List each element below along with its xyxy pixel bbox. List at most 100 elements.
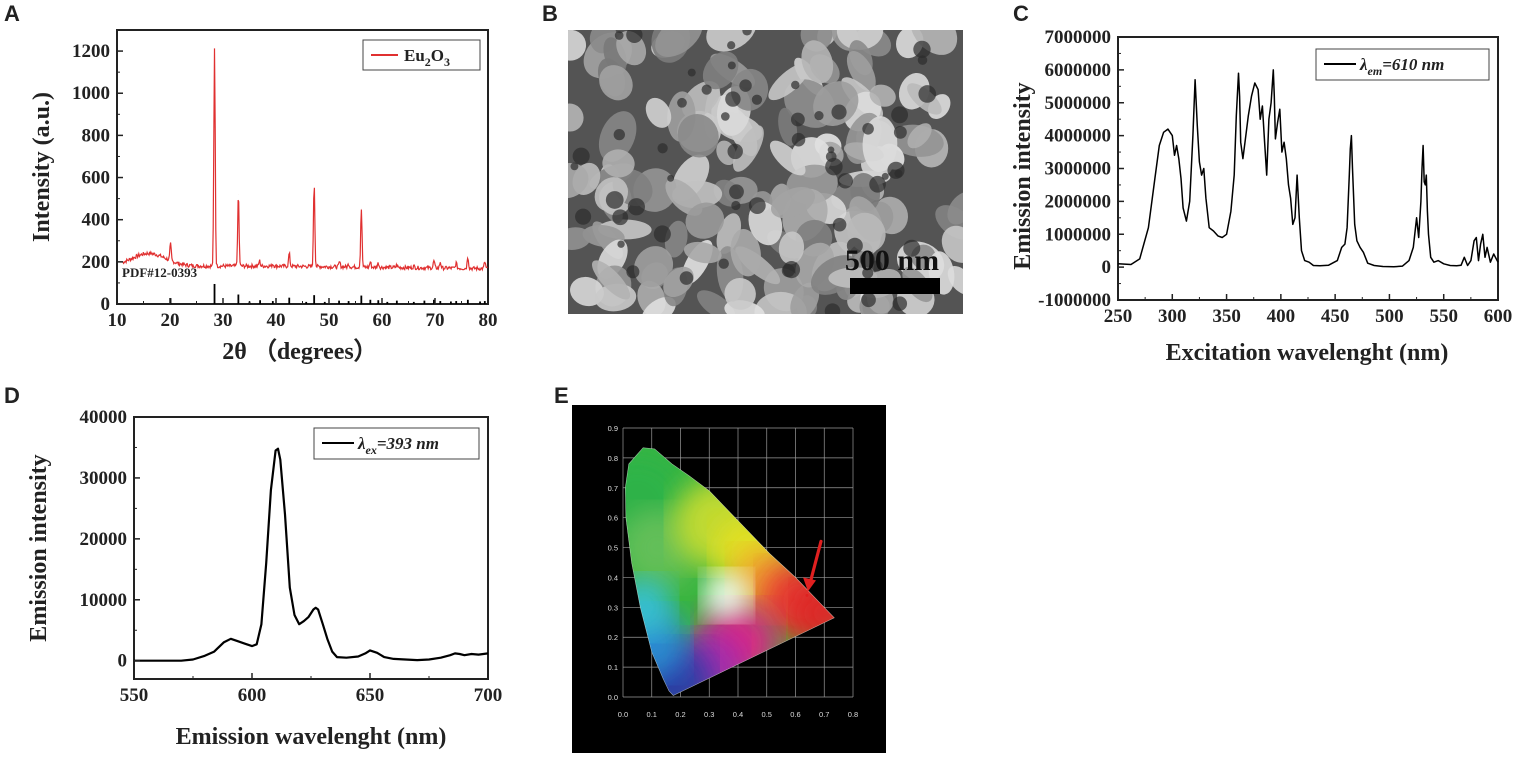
sem-pore	[862, 123, 874, 135]
sem-pore	[729, 184, 744, 199]
cie-x-tick-label: 0.1	[647, 710, 657, 719]
sem-pore	[721, 112, 730, 121]
xrd-x-tick-label: 30	[214, 310, 233, 331]
sem-pore	[891, 106, 908, 123]
excitation-y-tick-label: 5000000	[1045, 93, 1112, 114]
sem-pore	[617, 240, 624, 247]
sem-pore	[838, 173, 853, 188]
panel-label-e: E	[554, 383, 569, 408]
sem-pore	[749, 197, 766, 214]
sem-pore	[725, 91, 740, 106]
excitation-y-tick-label: 4000000	[1045, 126, 1112, 147]
emission-y-tick-label: 30000	[80, 468, 128, 489]
xrd-reference-label: PDF#12-0393	[122, 265, 198, 280]
xrd-x-tick-label: 40	[267, 310, 286, 331]
emission-y-axis-label: Emission intensity	[26, 454, 52, 641]
xrd-y-axis-label: Intensity (a.u.)	[29, 92, 55, 242]
sem-pore	[573, 148, 590, 165]
cie-x-tick-label: 0.5	[762, 710, 772, 719]
cie-marker-point	[806, 594, 809, 597]
xrd-y-tick-label: 400	[82, 210, 111, 231]
xrd-x-tick-label: 60	[373, 310, 392, 331]
emission-x-tick-label: 700	[474, 685, 503, 706]
sem-pore	[612, 209, 628, 225]
sem-pore	[688, 69, 696, 77]
xrd-x-axis-label: 2θ （degrees）	[222, 338, 377, 365]
emission-y-tick-label: 20000	[80, 529, 128, 550]
xrd-y-tick-label: 800	[82, 125, 111, 146]
emission-y-tick-label: 40000	[80, 407, 128, 428]
sem-pore	[680, 271, 694, 285]
sem-pore	[913, 41, 930, 58]
sem-pore	[606, 191, 624, 209]
cie-x-tick-label: 0.4	[733, 710, 743, 719]
excitation-y-tick-label: 6000000	[1045, 60, 1112, 81]
sem-pore	[791, 113, 805, 127]
sem-image: 500 nm	[543, 0, 984, 333]
xrd-x-tick-label: 20	[161, 310, 180, 331]
xrd-plot-frame	[117, 30, 488, 304]
emission-spectrum-line	[134, 449, 488, 661]
panel-label-a: A	[4, 1, 20, 26]
cie-y-tick-label: 0.4	[608, 573, 618, 582]
cie-y-tick-label: 0.5	[608, 544, 618, 553]
excitation-y-tick-label: 1000000	[1045, 224, 1112, 245]
xrd-x-tick-label: 50	[320, 310, 339, 331]
cie-color-region	[703, 571, 751, 619]
sem-pore	[833, 218, 847, 232]
sem-pore	[831, 104, 846, 119]
excitation-y-tick-label: 3000000	[1045, 159, 1112, 180]
sem-pore	[575, 209, 591, 225]
sem-pore	[918, 85, 936, 103]
emission-legend: λex=393 nm	[314, 428, 479, 459]
excitation-x-tick-label: 500	[1375, 306, 1404, 327]
sem-pore	[727, 41, 735, 49]
sem-pore	[752, 95, 762, 105]
xrd-y-tick-label: 1200	[72, 41, 110, 62]
xrd-y-tick-label: 600	[82, 168, 111, 189]
excitation-y-tick-label: 0	[1102, 257, 1112, 278]
excitation-x-tick-label: 400	[1267, 306, 1296, 327]
sem-pore	[677, 98, 687, 108]
excitation-y-tick-label: -1000000	[1038, 290, 1111, 311]
cie-x-tick-label: 0.8	[848, 710, 858, 719]
cie-x-tick-label: 0.2	[675, 710, 685, 719]
xrd-x-tick-label: 70	[426, 310, 445, 331]
sem-pore	[814, 111, 823, 120]
sem-pore	[783, 261, 800, 278]
panel-label-c: C	[1013, 1, 1029, 26]
cie-y-tick-label: 0.7	[608, 484, 618, 493]
excitation-x-tick-label: 600	[1484, 306, 1513, 327]
sem-pore	[894, 170, 902, 178]
cie-y-tick-label: 0.2	[608, 633, 618, 642]
sem-pore	[626, 265, 639, 278]
excitation-y-axis-label: Emission intensity	[1010, 82, 1036, 269]
sem-pore	[614, 129, 625, 140]
sem-pore	[571, 162, 579, 170]
cie-y-tick-label: 0.6	[608, 514, 618, 523]
sem-pore	[882, 173, 889, 180]
xrd-pattern-line	[122, 48, 487, 270]
sem-pore	[791, 81, 799, 89]
cie-y-tick-label: 0.9	[608, 424, 618, 433]
emission-x-tick-label: 650	[356, 685, 385, 706]
emission-x-axis-label: Emission wavelenght (nm)	[176, 724, 447, 750]
sem-pore	[615, 31, 624, 40]
cie-y-tick-label: 0.1	[608, 663, 618, 672]
excitation-x-tick-label: 300	[1158, 306, 1187, 327]
emission-x-tick-label: 600	[238, 685, 267, 706]
sem-scale-bar	[850, 278, 940, 294]
panel-label-b: B	[542, 1, 558, 26]
cie-y-tick-label: 0.0	[608, 693, 618, 702]
sem-pore	[739, 79, 751, 91]
sem-pore	[667, 175, 674, 182]
xrd-y-tick-label: 1000	[72, 83, 110, 104]
xrd-x-tick-label: 10	[108, 310, 127, 331]
sem-pore	[742, 26, 751, 35]
sem-pore	[894, 126, 907, 139]
sem-pore	[654, 225, 671, 242]
cie-x-tick-label: 0.6	[790, 710, 800, 719]
